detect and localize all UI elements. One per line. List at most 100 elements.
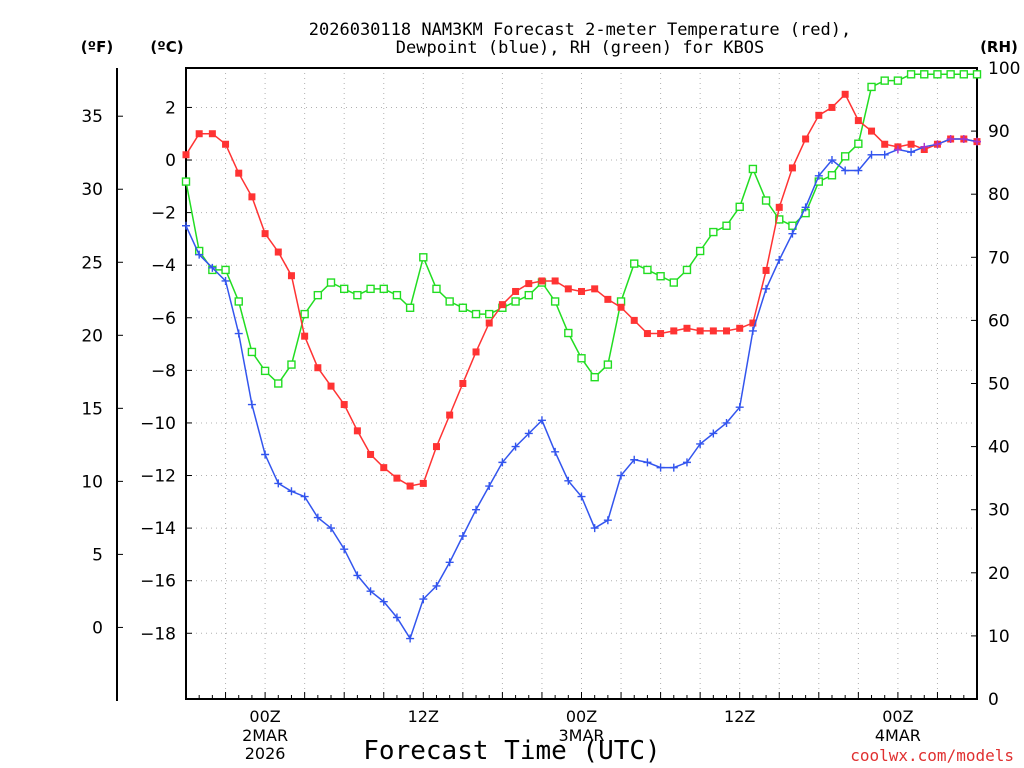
temperature-point: [538, 277, 546, 285]
x-tick-label: 00Z: [566, 707, 597, 726]
dewpoint-point: [274, 479, 283, 488]
temperature-point: [208, 130, 216, 138]
rh-point: [775, 215, 784, 224]
dewpoint-point: [709, 429, 718, 438]
data-series: [181, 70, 982, 643]
dewpoint-point: [340, 545, 349, 554]
dewpoint-point: [775, 255, 784, 264]
temperature-point: [591, 285, 599, 293]
celsius-tick-label: 2: [165, 98, 176, 118]
rh-point: [643, 265, 652, 275]
rh-point: [695, 246, 705, 256]
temperature-point: [815, 111, 823, 119]
rh-point: [656, 272, 665, 281]
chart-title-line-2: Dewpoint (blue), RH (green) for KBOS: [396, 38, 764, 58]
rh-point: [854, 139, 863, 148]
temperature-point: [195, 130, 203, 138]
dewpoint-point: [445, 558, 454, 567]
temperature-point: [274, 248, 282, 256]
x-tick-date-label: 4MAR: [875, 726, 921, 745]
rh-tick-label: 40: [988, 438, 1010, 458]
rh-point: [379, 284, 388, 294]
axes: [116, 67, 978, 701]
temperature-point: [762, 266, 770, 274]
temperature-point: [314, 364, 322, 372]
temperature-point: [657, 330, 665, 338]
dewpoint-point: [656, 463, 665, 472]
rh-point: [247, 347, 257, 357]
rh-point: [893, 76, 903, 85]
x-axis-label: Forecast Time (UTC): [363, 736, 660, 766]
temperature-point: [353, 427, 361, 435]
dewpoint-point: [933, 140, 942, 149]
rh-point: [722, 221, 731, 230]
rh-point: [511, 297, 520, 306]
dewpoint-point: [841, 166, 850, 175]
rh-point: [603, 360, 613, 369]
dewpoint-point: [472, 505, 481, 514]
dewpoint-point: [722, 418, 731, 427]
rh-point: [827, 171, 837, 180]
dewpoint-point: [287, 487, 296, 496]
fahrenheit-tick-label: 20: [81, 326, 103, 346]
temperature-point: [604, 295, 612, 303]
x-tick-label: 00Z: [249, 707, 280, 726]
rh-point: [432, 284, 441, 294]
rh-point: [880, 76, 889, 85]
dewpoint-point: [353, 571, 362, 580]
dewpoint-point: [735, 403, 744, 412]
rh-point: [761, 196, 771, 205]
temperature-point: [723, 327, 731, 335]
rh-point: [326, 278, 336, 287]
fahrenheit-tick-label: 25: [81, 253, 103, 273]
rh-point: [867, 82, 876, 92]
dewpoint-point: [406, 634, 415, 643]
celsius-tick-label: −14: [140, 519, 176, 539]
dewpoint-point: [182, 221, 190, 230]
dewpoint-point: [893, 145, 902, 154]
celsius-tick-label: −16: [140, 572, 176, 592]
dewpoint-point: [537, 416, 546, 425]
dewpoint-point: [564, 476, 573, 485]
dewpoint-point: [498, 458, 507, 467]
temperature-point: [868, 127, 876, 135]
rh-point: [577, 354, 586, 363]
rh-point: [471, 309, 481, 319]
x-tick-label: 00Z: [882, 707, 913, 726]
temperature-point: [512, 287, 520, 295]
temperature-point: [617, 303, 625, 311]
rh-tick-label: 100: [988, 59, 1020, 79]
temperature-point: [578, 287, 585, 295]
temperature-point: [881, 140, 889, 148]
temperature-point: [564, 285, 572, 293]
temperature-point: [367, 450, 375, 458]
dewpoint-point: [208, 263, 217, 272]
rh-point: [524, 290, 533, 300]
celsius-axis-label: (ºC): [150, 38, 183, 56]
dewpoint-point: [432, 581, 441, 590]
rh-point: [669, 278, 678, 287]
dewpoint-point: [247, 400, 256, 409]
temperature-point: [393, 474, 401, 482]
temperature-point: [182, 151, 190, 159]
rh-tick-label: 20: [988, 564, 1010, 584]
rh-point: [485, 309, 494, 319]
temperature-point: [340, 401, 348, 409]
fahrenheit-tick-label: 5: [92, 545, 103, 565]
rh-point: [419, 253, 428, 262]
temperature-point: [828, 103, 836, 111]
dewpoint-point: [973, 137, 981, 146]
temperature-point: [472, 348, 480, 356]
dewpoint-point: [814, 171, 823, 180]
rh-point: [550, 297, 560, 306]
fahrenheit-tick-label: 0: [92, 618, 103, 638]
dewpoint-point: [261, 450, 270, 459]
dewpoint-point: [617, 471, 626, 480]
dewpoint-point: [827, 156, 836, 165]
rh-point: [221, 265, 230, 275]
temperature-point: [301, 332, 309, 340]
rh-point: [458, 303, 468, 312]
rh-point: [906, 70, 916, 79]
rh-point: [405, 303, 415, 312]
rh-tick-label: 80: [988, 185, 1010, 205]
